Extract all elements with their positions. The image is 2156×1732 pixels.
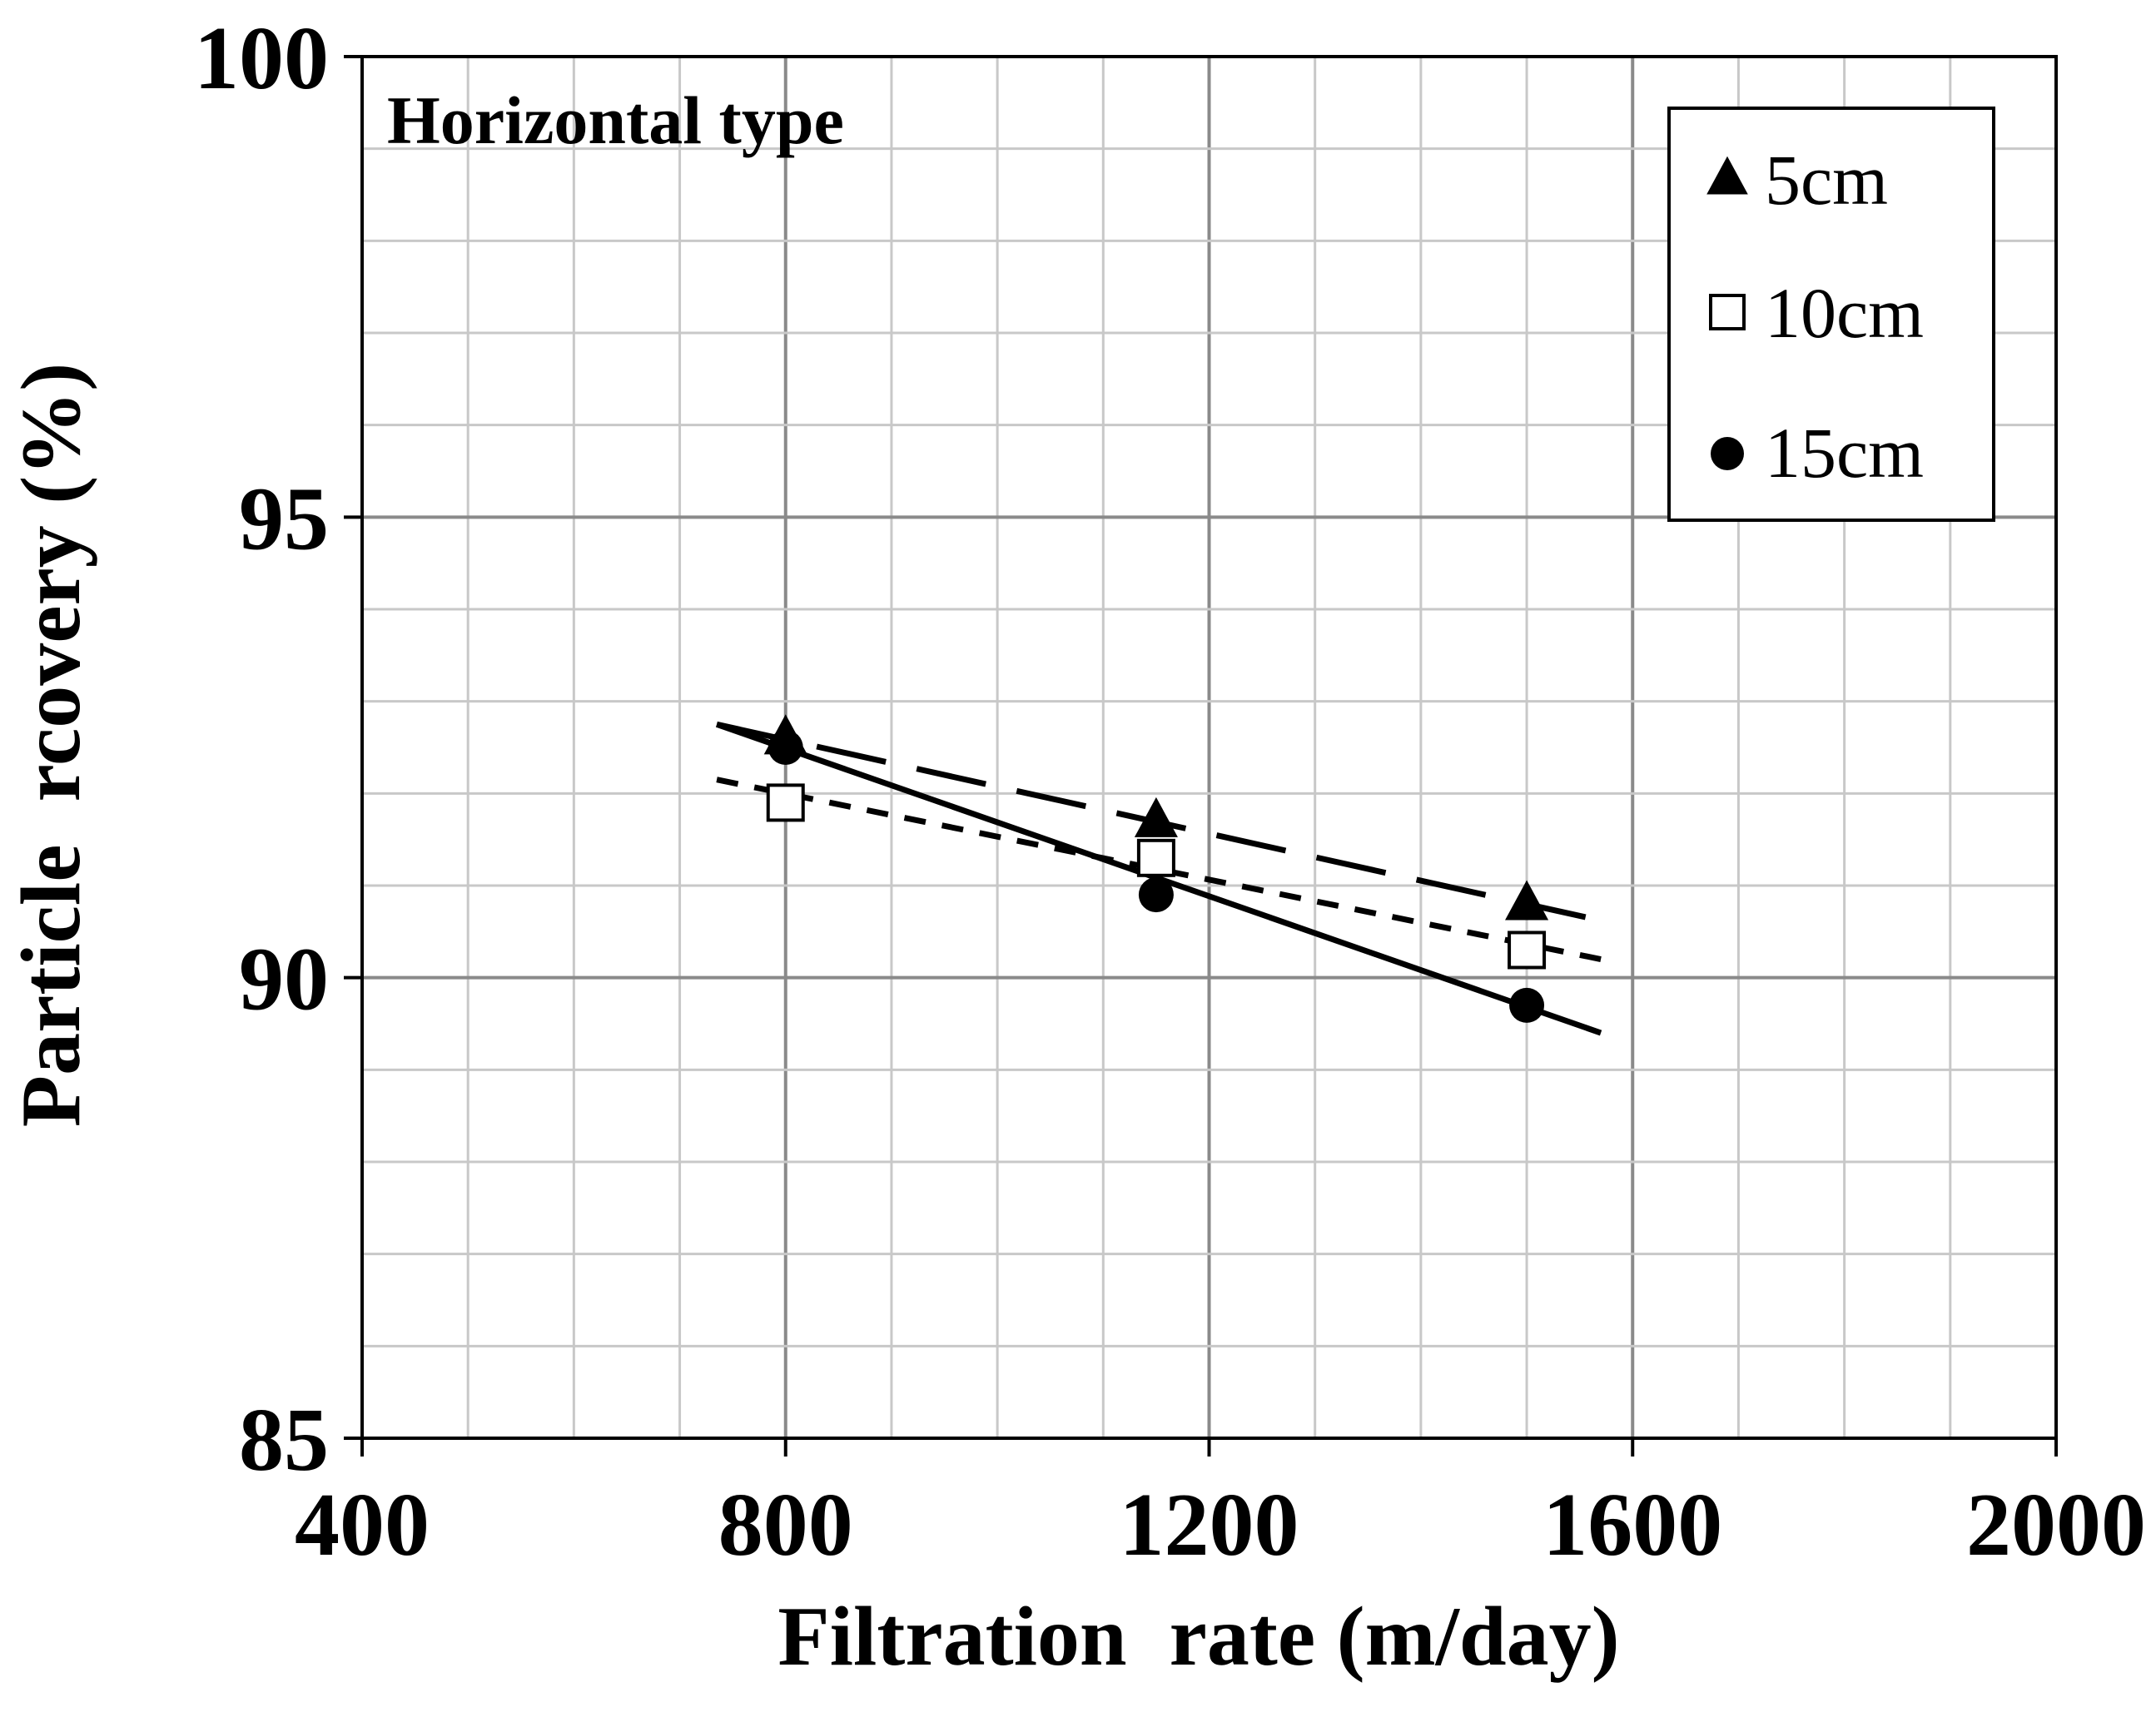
x-tick-label: 800 (718, 1476, 853, 1575)
y-tick-label: 100 (194, 9, 329, 108)
legend-label-15cm: 15cm (1765, 413, 1924, 493)
data-point-10cm (1508, 931, 1547, 970)
markers (763, 714, 1549, 1023)
legend-label-5cm: 5cm (1765, 140, 1888, 220)
legend: 5cm 10cm 15cm (1667, 107, 1995, 522)
x-axis-title: Filtration rate (m/day) (777, 1590, 1619, 1684)
y-tick-label: 85 (239, 1391, 329, 1490)
data-point-5cm (763, 714, 807, 755)
legend-marker-15cm (1711, 437, 1744, 470)
axes: 400 800 1200 1600 2000 85 90 95 100 (194, 9, 2146, 1575)
y-tick-label: 90 (239, 931, 329, 1030)
legend-symbol-15cm (1711, 437, 1744, 470)
x-tick-label: 1200 (1120, 1476, 1299, 1575)
y-axis-title: Particle rcovery (%) (4, 363, 98, 1127)
x-tick-label: 2000 (1966, 1476, 2146, 1575)
x-tick-label: 400 (295, 1476, 430, 1575)
data-point-5cm (1134, 797, 1178, 837)
legend-symbol-5cm (1706, 156, 1748, 195)
data-point-15cm (1509, 987, 1545, 1023)
legend-label-10cm: 10cm (1765, 273, 1924, 353)
legend-symbol-10cm (1709, 294, 1746, 330)
y-tick-label: 95 (239, 469, 329, 568)
data-point-5cm (1505, 880, 1549, 921)
data-point-10cm (1136, 838, 1175, 877)
data-point-10cm (766, 783, 805, 822)
legend-marker-10cm (1709, 294, 1746, 330)
data-point-15cm (1138, 877, 1174, 913)
legend-marker-5cm (1706, 156, 1748, 195)
x-tick-label: 1600 (1542, 1476, 1722, 1575)
panel-label: Horizontal type (387, 82, 844, 158)
